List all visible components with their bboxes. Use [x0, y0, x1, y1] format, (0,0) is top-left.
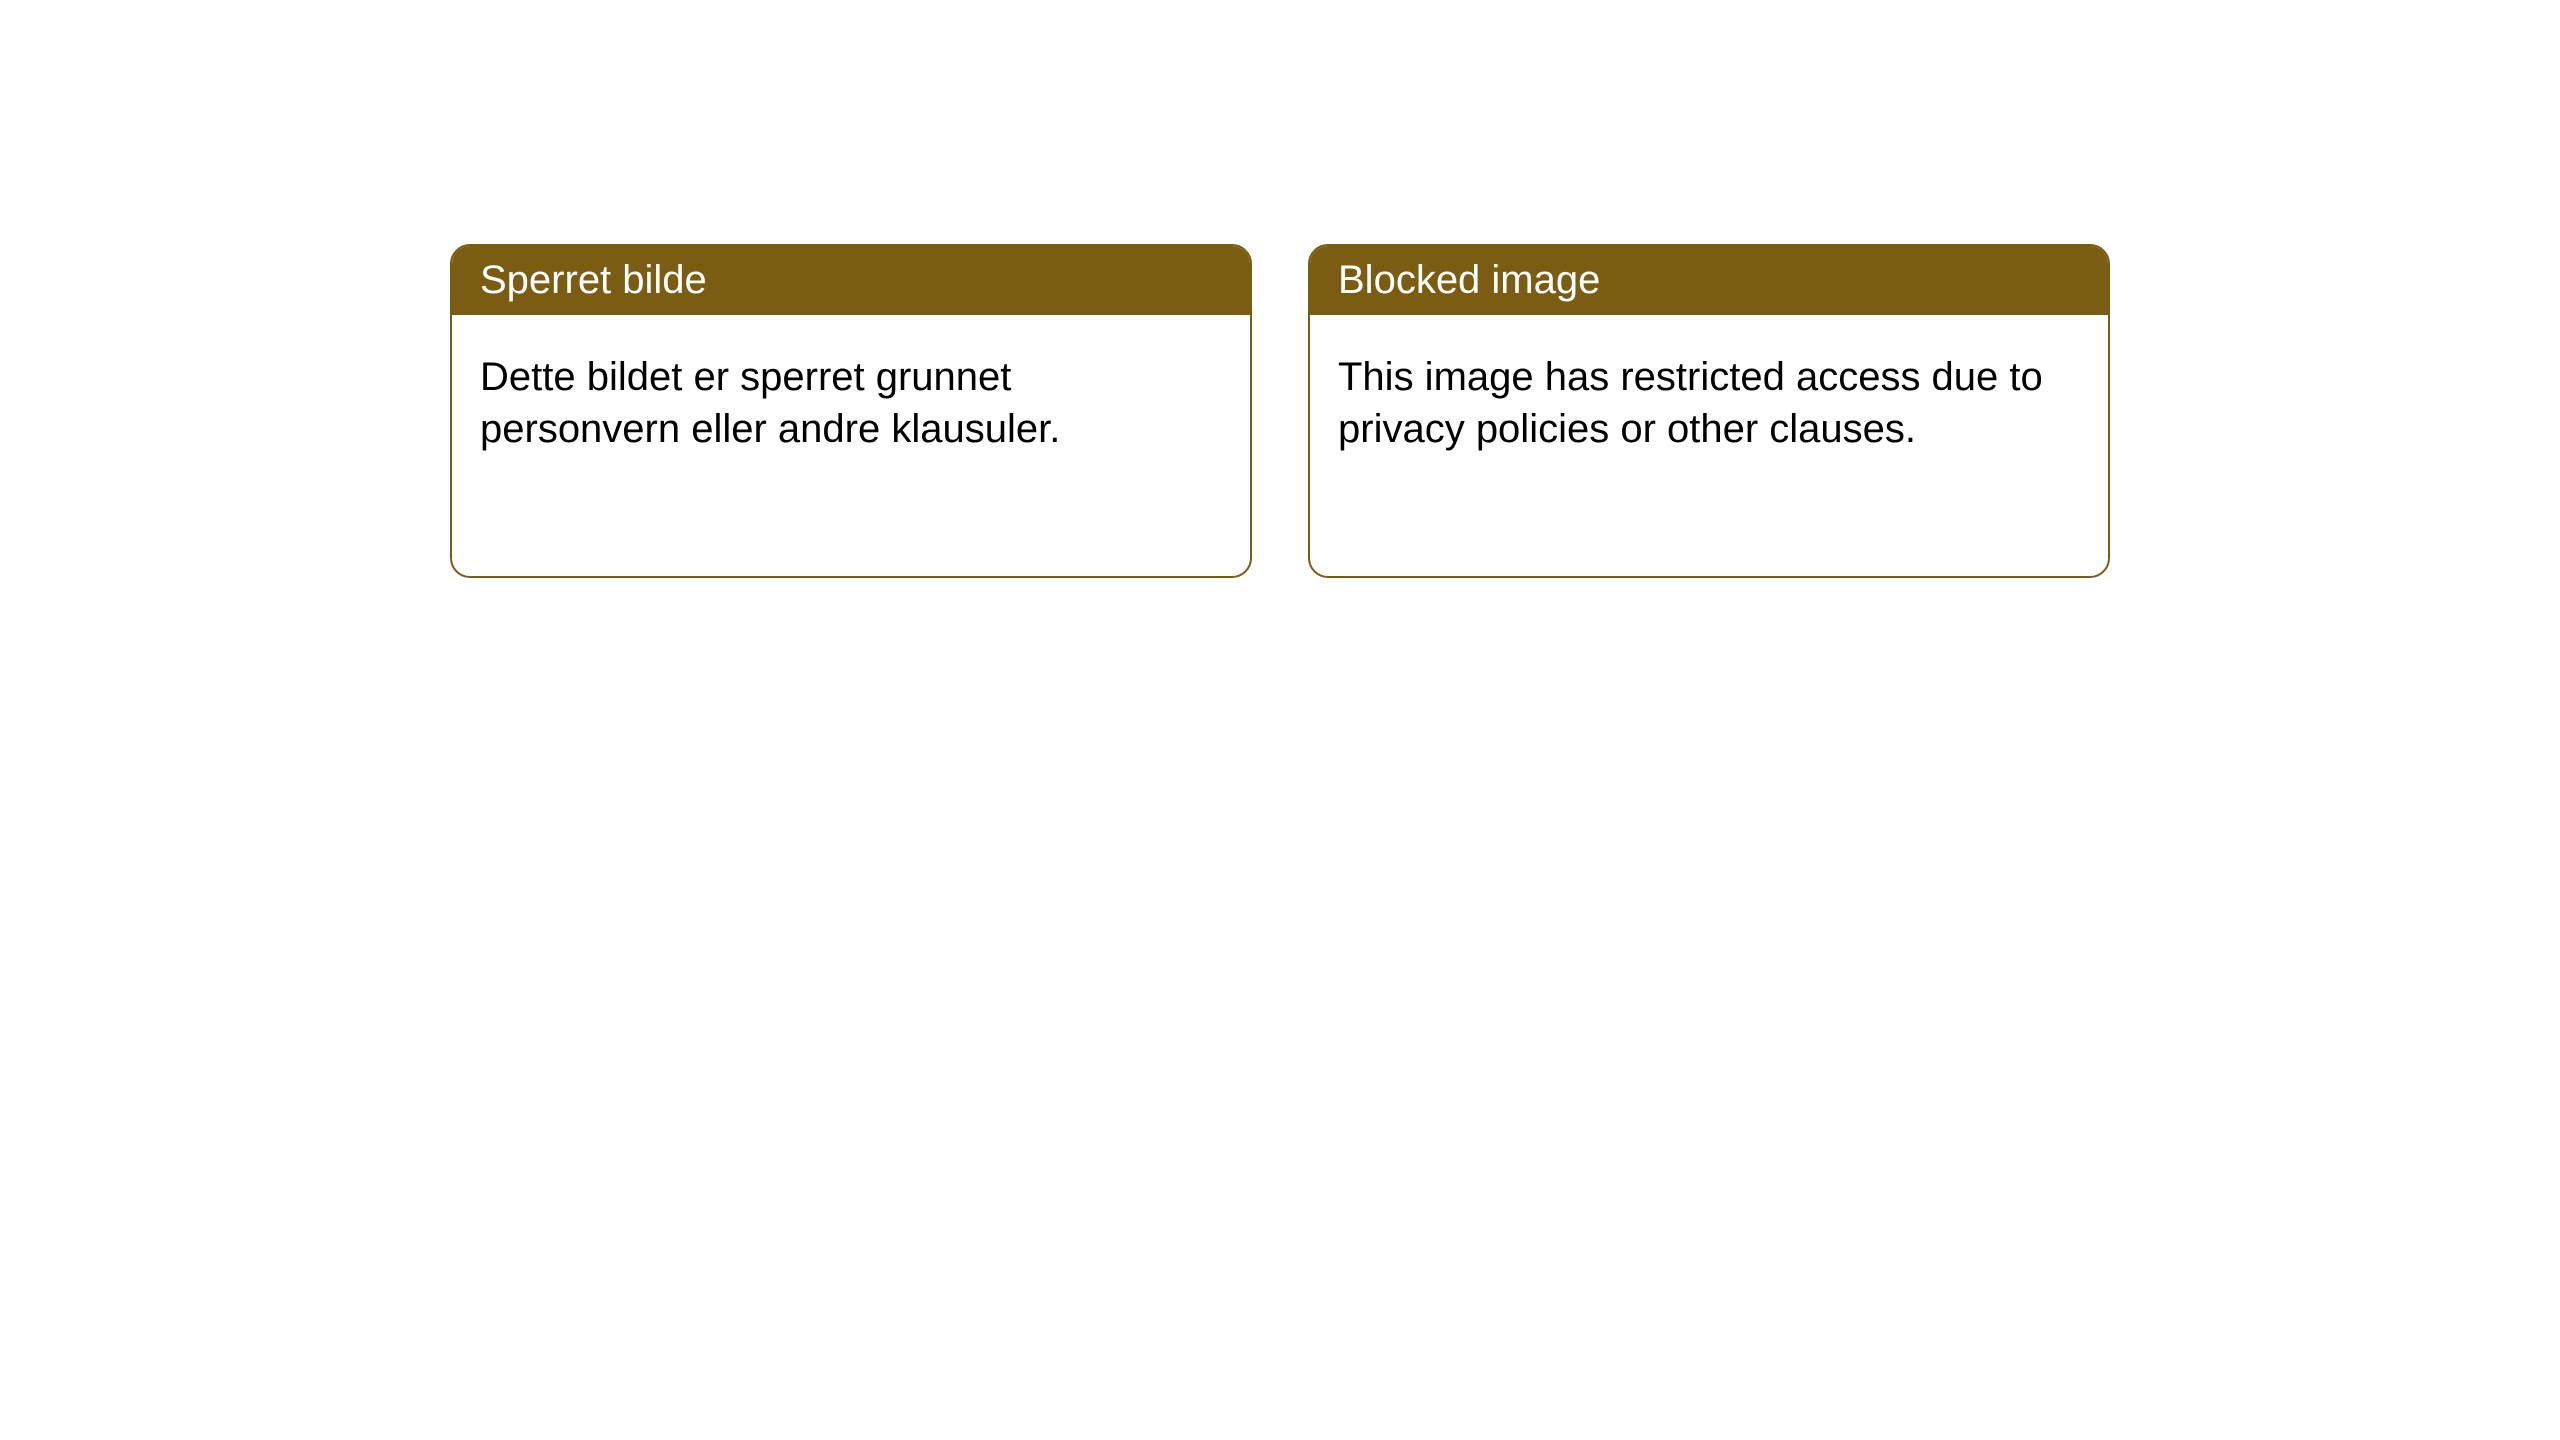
- notice-body-norwegian: Dette bildet er sperret grunnet personve…: [452, 315, 1250, 491]
- notice-container: Sperret bilde Dette bildet er sperret gr…: [0, 0, 2560, 578]
- notice-body-english: This image has restricted access due to …: [1310, 315, 2108, 491]
- notice-header-english: Blocked image: [1310, 246, 2108, 315]
- notice-card-norwegian: Sperret bilde Dette bildet er sperret gr…: [450, 244, 1252, 578]
- notice-card-english: Blocked image This image has restricted …: [1308, 244, 2110, 578]
- notice-header-norwegian: Sperret bilde: [452, 246, 1250, 315]
